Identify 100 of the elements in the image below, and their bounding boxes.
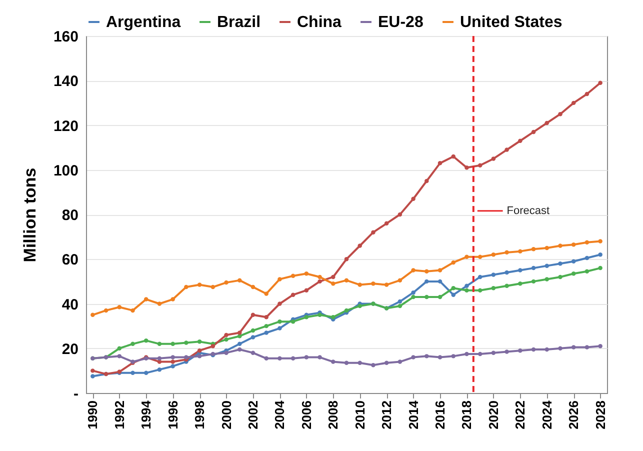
- point: [290, 356, 296, 361]
- point: [558, 112, 562, 116]
- point: [384, 360, 389, 365]
- point: [598, 239, 602, 244]
- point: [518, 138, 522, 143]
- point: [518, 249, 522, 254]
- point: [184, 355, 188, 360]
- point: [598, 344, 602, 348]
- point: [344, 278, 349, 282]
- y-tick-label: 100: [53, 162, 78, 180]
- point: [531, 279, 536, 284]
- point: [130, 308, 135, 313]
- x-tick-label: 1992: [112, 400, 127, 430]
- x-tick-label: 2012: [379, 400, 394, 430]
- point: [104, 308, 108, 313]
- point: [531, 246, 536, 252]
- point: [318, 312, 322, 318]
- point: [438, 268, 442, 272]
- point: [464, 284, 469, 288]
- point: [464, 352, 469, 356]
- point: [571, 259, 576, 264]
- point: [504, 284, 509, 288]
- point: [398, 299, 402, 304]
- point: [290, 292, 296, 297]
- point: [210, 344, 216, 348]
- point: [491, 252, 496, 257]
- point: [491, 156, 496, 161]
- x-tick-label: 2018: [459, 400, 474, 430]
- point: [278, 277, 282, 282]
- point: [224, 332, 228, 338]
- point: [238, 342, 242, 346]
- point: [117, 354, 122, 358]
- point: [197, 282, 202, 287]
- point: [531, 130, 536, 134]
- point: [318, 355, 322, 360]
- point: [544, 264, 550, 268]
- point: [558, 274, 562, 280]
- point: [544, 347, 550, 352]
- point: [278, 319, 282, 324]
- x-tick-label: 2028: [592, 400, 608, 430]
- point: [210, 284, 216, 290]
- point: [371, 362, 376, 368]
- legend-label: Argentina: [106, 14, 181, 31]
- x-tick-label: 2020: [486, 400, 501, 430]
- point: [344, 308, 349, 313]
- point: [531, 266, 536, 270]
- point: [584, 269, 590, 274]
- point: [598, 252, 602, 257]
- point: [304, 315, 309, 320]
- point: [144, 370, 148, 376]
- y-tick-label: 160: [53, 28, 78, 46]
- point: [264, 292, 268, 296]
- point: [224, 337, 228, 342]
- point: [504, 250, 509, 255]
- y-tick-label: 80: [62, 207, 78, 224]
- point: [130, 342, 135, 346]
- point: [90, 374, 95, 378]
- point: [571, 100, 576, 106]
- point: [278, 326, 282, 330]
- point: [491, 286, 496, 290]
- point: [384, 221, 389, 226]
- x-tick-label: 1996: [165, 400, 180, 430]
- point: [344, 360, 349, 365]
- point: [478, 288, 482, 292]
- y-axis-title: Million tons: [20, 168, 40, 262]
- point: [358, 304, 362, 308]
- point: [478, 274, 482, 280]
- point: [398, 360, 402, 364]
- x-tick-label: 2008: [326, 400, 341, 430]
- point: [264, 315, 268, 320]
- point: [384, 282, 389, 287]
- point: [278, 356, 282, 361]
- point: [504, 350, 509, 354]
- point: [331, 274, 336, 280]
- x-tick-label: 2024: [539, 400, 554, 430]
- point: [371, 282, 376, 286]
- point: [304, 355, 309, 360]
- ref-line-label: Forecast: [506, 204, 550, 217]
- point: [411, 268, 416, 272]
- point: [398, 304, 402, 308]
- point: [451, 354, 456, 358]
- y-tick-label: 60: [62, 252, 78, 269]
- point: [411, 294, 416, 300]
- point: [331, 282, 336, 286]
- point: [464, 288, 469, 292]
- point: [584, 92, 590, 96]
- x-tick-label: 2004: [272, 400, 288, 430]
- point: [157, 302, 162, 306]
- point: [371, 230, 376, 234]
- point: [411, 290, 416, 295]
- point: [598, 266, 602, 270]
- point: [358, 282, 362, 287]
- point: [250, 335, 256, 340]
- point: [558, 244, 562, 248]
- x-tick-label: 2022: [512, 400, 528, 430]
- point: [250, 350, 256, 355]
- legend-label: EU-28: [378, 14, 424, 31]
- point: [144, 338, 148, 343]
- point: [331, 360, 336, 364]
- point: [504, 148, 509, 152]
